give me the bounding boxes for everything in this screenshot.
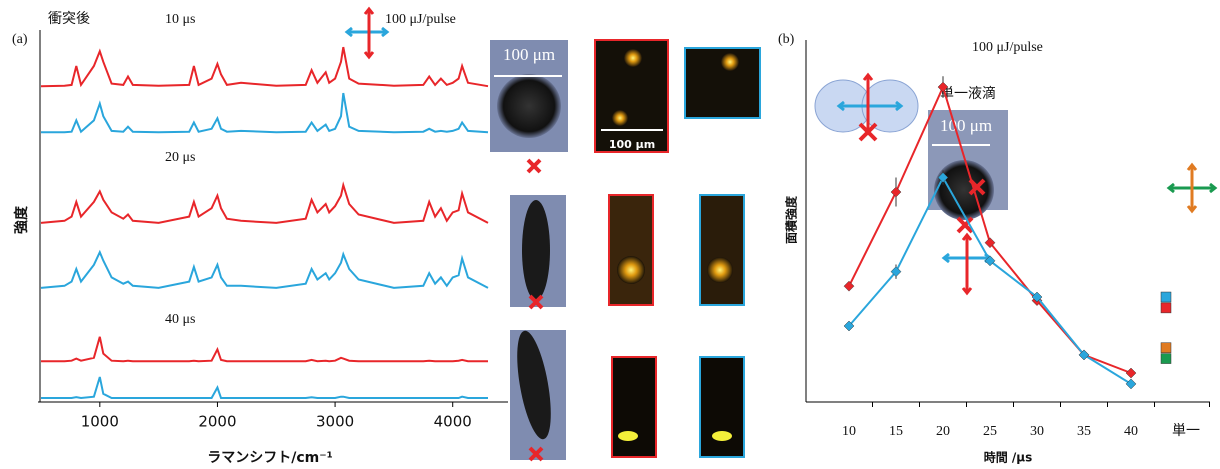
x-tick-label: 25 [983, 424, 997, 439]
annotation: 衝突後 [48, 11, 90, 27]
scale-label: 100 μm [503, 45, 555, 64]
marker [1126, 379, 1136, 389]
spectrum-line [41, 252, 488, 288]
x-axis-label: ラマンシフト/cm⁻¹ [207, 450, 333, 466]
x-tick-label: 30 [1030, 424, 1044, 439]
annotation: 100 μJ/pulse [972, 40, 1043, 55]
annotation: 単一液滴 [940, 85, 996, 102]
time-label: 20 μs [165, 150, 195, 165]
micrographs [490, 40, 760, 460]
figure: (a) 衝突後 100 μJ/pulse 100 μm 100 μm ラマンシフ… [0, 0, 1220, 469]
x-tick-label: 3000 [316, 413, 354, 431]
polarization-arrows [347, 9, 387, 57]
x-tick-label: 2000 [198, 413, 236, 431]
spectrum-line [41, 185, 488, 223]
spectrum-line [41, 47, 488, 86]
x-tick-label: 40 [1124, 424, 1138, 439]
panel-label: (b) [778, 32, 795, 47]
x-tick-label: 4000 [434, 413, 472, 431]
annotation: 100 μJ/pulse [385, 12, 456, 27]
marker [1161, 354, 1171, 364]
x-tick-label: 20 [936, 424, 950, 439]
marker [891, 187, 901, 197]
x-tick-label: 単一 [1172, 423, 1200, 439]
marker [1161, 303, 1171, 313]
panel-b-illustrations [815, 75, 1215, 293]
x-tick-label: 10 [842, 424, 856, 439]
marker [844, 281, 854, 291]
time-label: 10 μs [165, 12, 195, 27]
panel-label: (a) [12, 32, 28, 47]
x-tick-label: 15 [889, 424, 903, 439]
x-axis-label: 時間 /μs [984, 450, 1033, 465]
x-tick-label: 1000 [81, 413, 119, 431]
spectrum-line [41, 337, 488, 361]
scale-label: 100 μm [609, 138, 655, 151]
spectrum-line [41, 93, 488, 132]
marker [1126, 368, 1136, 378]
y-axis-label: 強度 [13, 205, 30, 234]
scale-label: 100 μm [940, 116, 992, 135]
marker [1161, 343, 1171, 353]
y-axis-label: 面積強度 [784, 195, 799, 244]
x-tick-label: 35 [1077, 424, 1091, 439]
marker [1161, 292, 1171, 302]
spectrum-line [41, 377, 488, 398]
time-label: 40 μs [165, 312, 195, 327]
